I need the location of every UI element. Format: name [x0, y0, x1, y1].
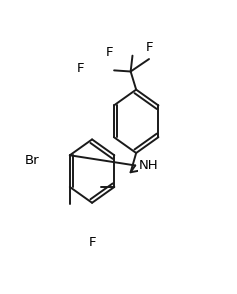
Text: NH: NH [139, 159, 159, 172]
Text: F: F [145, 41, 153, 54]
Text: F: F [77, 62, 85, 75]
Text: Br: Br [25, 154, 40, 167]
Text: F: F [89, 236, 97, 249]
Text: F: F [106, 46, 113, 59]
